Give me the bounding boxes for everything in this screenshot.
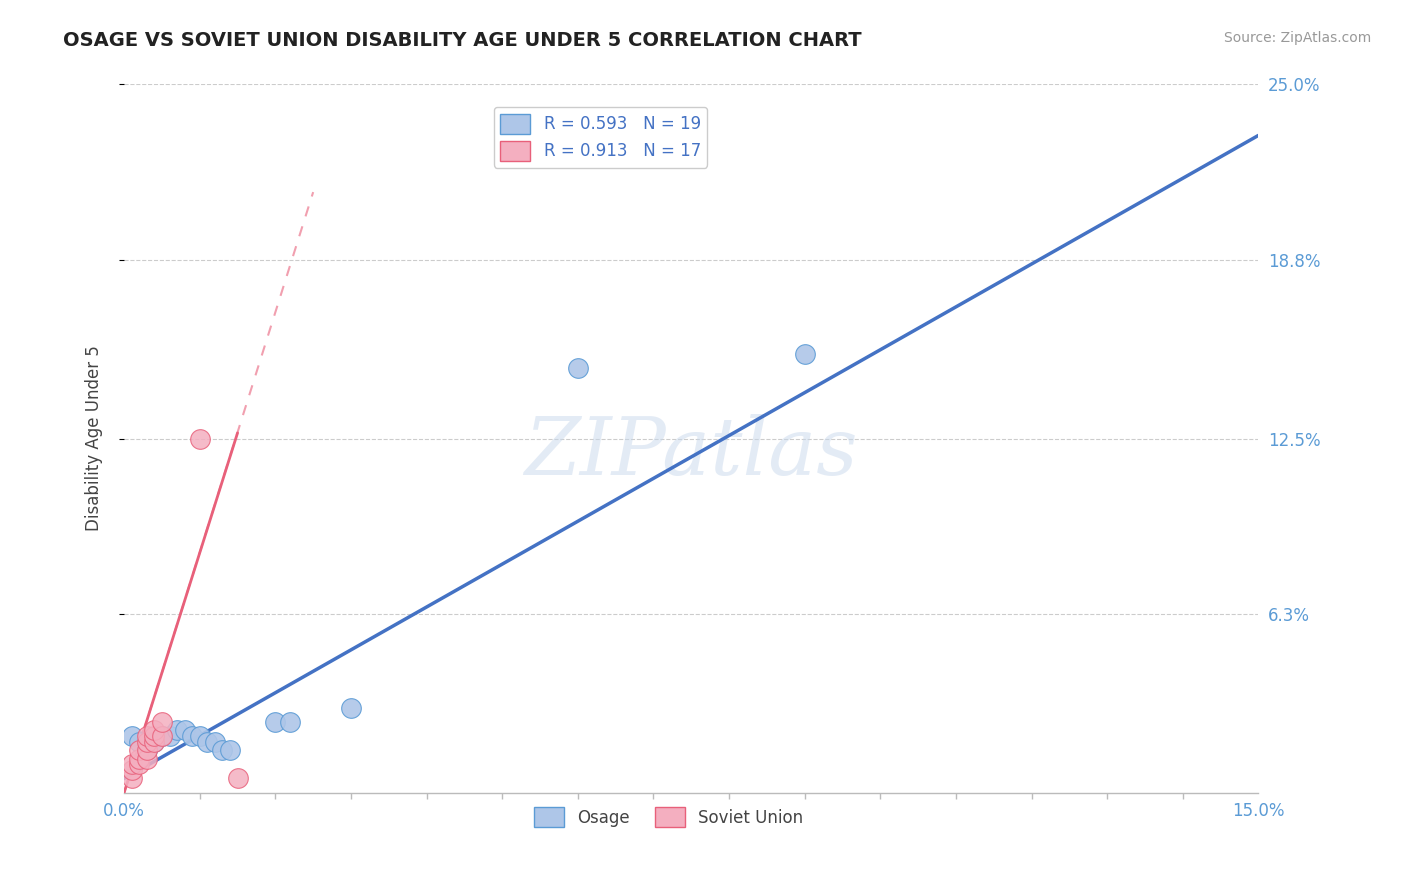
Point bbox=[204, 734, 226, 748]
Point bbox=[143, 723, 166, 738]
Point bbox=[219, 743, 242, 757]
Point bbox=[135, 743, 157, 757]
Point bbox=[150, 729, 173, 743]
Point bbox=[143, 734, 166, 748]
Point bbox=[340, 700, 363, 714]
Text: ZIPatlas: ZIPatlas bbox=[524, 414, 858, 491]
Text: Source: ZipAtlas.com: Source: ZipAtlas.com bbox=[1223, 31, 1371, 45]
Point bbox=[166, 723, 188, 738]
Point bbox=[121, 757, 143, 772]
Point bbox=[128, 752, 150, 766]
Point bbox=[135, 734, 157, 748]
Point bbox=[173, 723, 195, 738]
Point bbox=[793, 346, 815, 360]
Point bbox=[135, 752, 157, 766]
Point bbox=[188, 432, 211, 446]
Point bbox=[143, 729, 166, 743]
Point bbox=[150, 729, 173, 743]
Point bbox=[211, 743, 233, 757]
Point bbox=[135, 729, 157, 743]
Point bbox=[181, 729, 204, 743]
Point bbox=[188, 729, 211, 743]
Point bbox=[128, 757, 150, 772]
Point bbox=[280, 714, 302, 729]
Point bbox=[195, 734, 218, 748]
Y-axis label: Disability Age Under 5: Disability Age Under 5 bbox=[86, 345, 103, 532]
Point bbox=[143, 734, 166, 748]
Point bbox=[264, 714, 287, 729]
Point bbox=[226, 772, 249, 786]
Point bbox=[135, 743, 157, 757]
Point bbox=[121, 729, 143, 743]
Point bbox=[121, 763, 143, 777]
Point bbox=[121, 772, 143, 786]
Point bbox=[128, 743, 150, 757]
Point bbox=[159, 729, 181, 743]
Point bbox=[567, 360, 589, 375]
Point bbox=[150, 714, 173, 729]
Point bbox=[128, 734, 150, 748]
Legend: Osage, Soviet Union: Osage, Soviet Union bbox=[527, 800, 810, 834]
Text: OSAGE VS SOVIET UNION DISABILITY AGE UNDER 5 CORRELATION CHART: OSAGE VS SOVIET UNION DISABILITY AGE UND… bbox=[63, 31, 862, 50]
